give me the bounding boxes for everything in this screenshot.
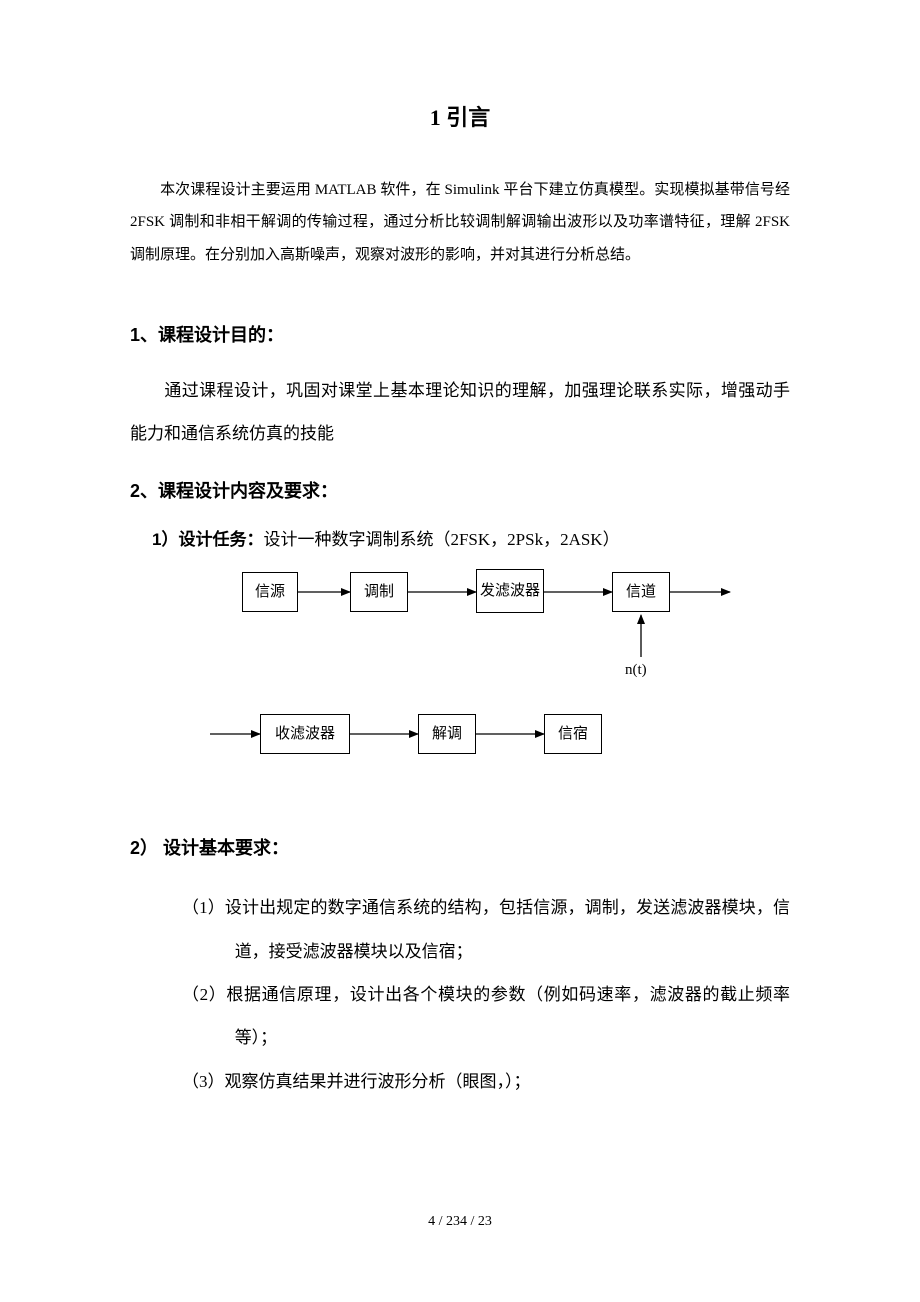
req-item: （2）根据通信原理，设计出各个模块的参数（例如码速率，滤波器的截止频率等）； [182,973,790,1060]
page-title: 1 引言 [130,100,790,132]
req-item: （3）观察仿真结果并进行波形分析（眼图，）； [182,1060,790,1103]
node-txfilter: 发滤波器 [476,569,544,613]
node-channel: 信道 [612,572,670,612]
req-item: （1）设计出规定的数字通信系统的结构，包括信源，调制，发送滤波器模块，信道，接受… [182,886,790,973]
noise-label: n(t) [625,662,647,679]
task-desc: 设计一种数字调制系统（2FSK，2PSk，2ASK） [263,530,619,549]
node-mod: 调制 [350,572,408,612]
task-label: 1）设计任务： [152,530,263,549]
task-line: 1）设计任务：设计一种数字调制系统（2FSK，2PSk，2ASK） [152,525,790,550]
section1-heading: 1、课程设计目的： [130,321,790,347]
system-diagram: 信源 调制 发滤波器 信道 n(t) 收滤波器 解调 信宿 [180,564,740,794]
node-rxfilter: 收滤波器 [260,714,350,754]
intro-text: 本次课程设计主要运用 MATLAB 软件，在 Simulink 平台下建立仿真模… [130,182,790,263]
page-footer: 4 / 234 / 23 [0,1214,920,1230]
intro-paragraph: 本次课程设计主要运用 MATLAB 软件，在 Simulink 平台下建立仿真模… [130,174,790,271]
requirements-list: （1）设计出规定的数字通信系统的结构，包括信源，调制，发送滤波器模块，信道，接受… [182,886,790,1103]
section2-heading: 2、课程设计内容及要求： [130,477,790,503]
node-sink: 信宿 [544,714,602,754]
node-demod: 解调 [418,714,476,754]
node-source: 信源 [242,572,298,612]
requirements-heading: 2） 设计基本要求： [130,834,790,860]
section1-body-text: 通过课程设计，巩固对课堂上基本理论知识的理解，加强理论联系实际，增强动手能力和通… [130,381,790,443]
section1-body: 通过课程设计，巩固对课堂上基本理论知识的理解，加强理论联系实际，增强动手能力和通… [130,369,790,456]
